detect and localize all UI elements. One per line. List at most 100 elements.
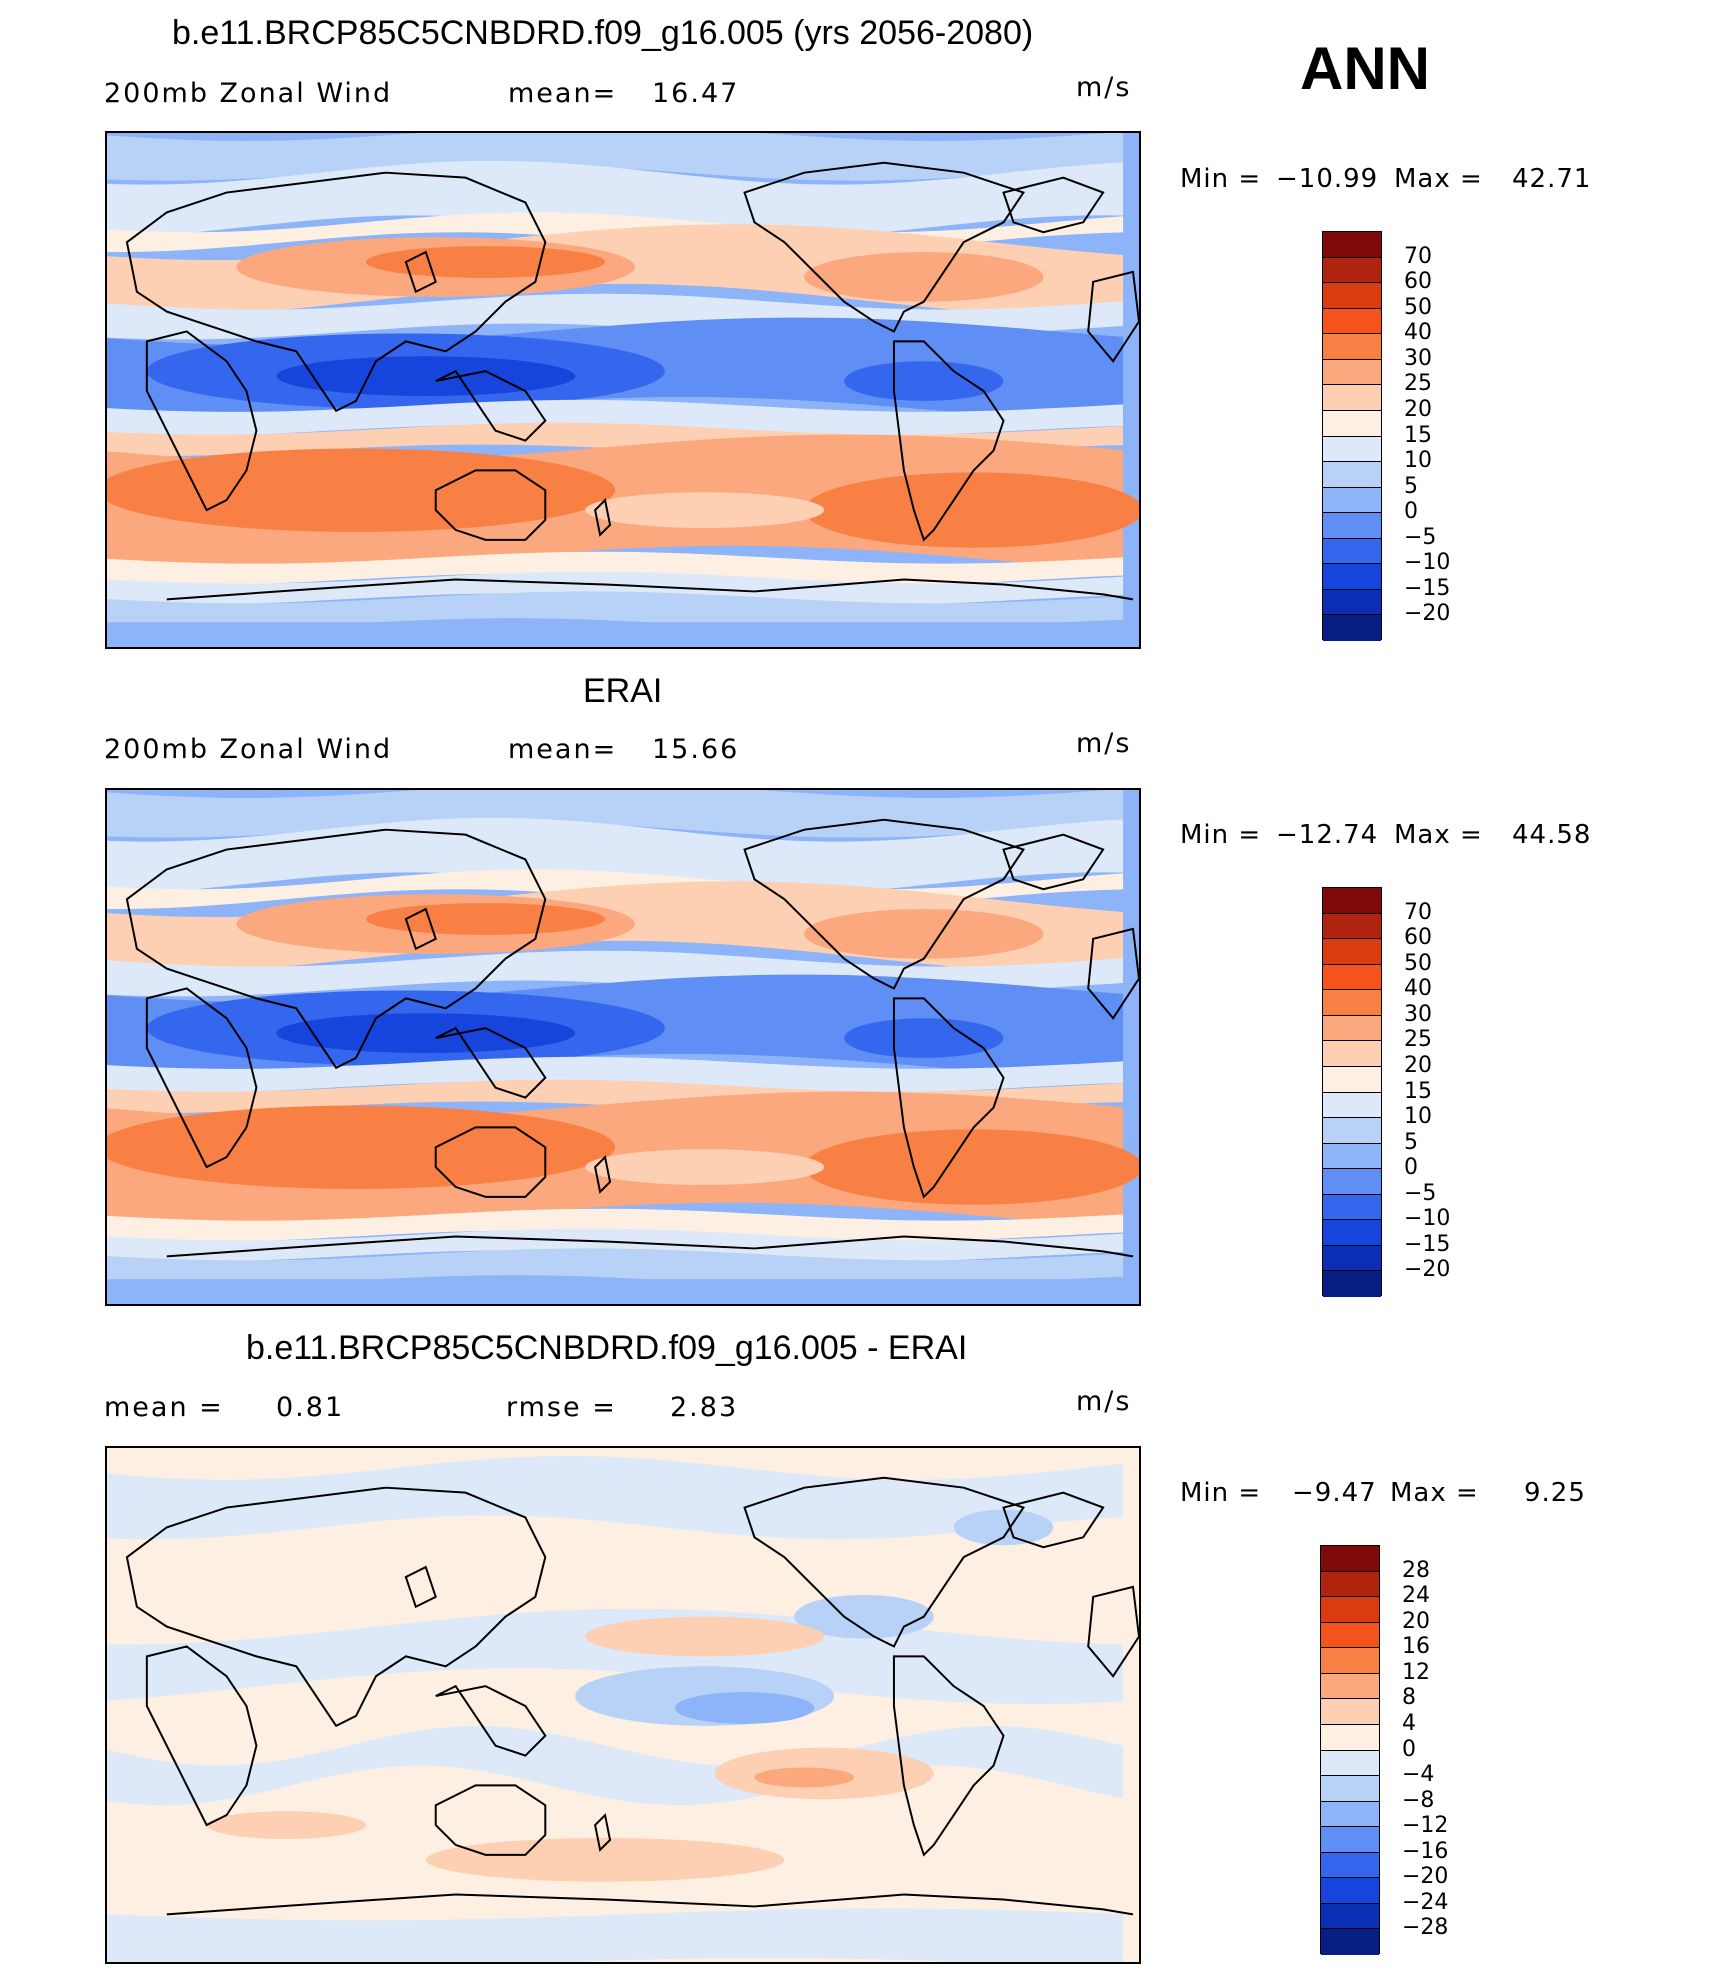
colorbar-level-label: −4	[1402, 1762, 1435, 1788]
colorbar-level-label: 0	[1402, 1736, 1416, 1762]
colorbar-swatch	[1323, 888, 1381, 914]
colorbar-swatch	[1323, 410, 1381, 437]
colorbar-level-label: −20	[1404, 601, 1451, 627]
colorbar-level-label: 70	[1404, 899, 1432, 925]
season-label: ANN	[1300, 35, 1430, 102]
colorbar-swatch	[1323, 964, 1381, 991]
colorbar-swatch	[1321, 1597, 1379, 1623]
colorbar-swatch	[1321, 1878, 1379, 1904]
colorbar-level-label: 24	[1402, 1583, 1430, 1609]
colorbar-swatch	[1323, 1041, 1381, 1067]
panel3-rmse-value: 2.83	[670, 1392, 739, 1423]
colorbar-swatch	[1323, 1143, 1381, 1170]
colorbar-level-label: 40	[1404, 320, 1432, 346]
panel3-colorbar	[1320, 1545, 1380, 1955]
colorbar-swatch	[1323, 990, 1381, 1016]
panel2-colorbar	[1322, 887, 1382, 1297]
colorbar-level-label: 20	[1402, 1608, 1430, 1634]
panel2-units: m/s	[1076, 728, 1132, 759]
colorbar-swatch	[1323, 257, 1381, 284]
colorbar-swatch	[1321, 1648, 1379, 1674]
colorbar-swatch	[1323, 564, 1381, 590]
panel2-mean-value: 15.66	[652, 734, 740, 765]
colorbar-swatch	[1321, 1622, 1379, 1649]
coastline	[125, 818, 1139, 1258]
colorbar-level-label: 50	[1404, 294, 1432, 320]
panel3-max-value: 9.25	[1524, 1478, 1586, 1508]
panel1-max-value: 42.71	[1512, 164, 1592, 194]
panel1-mean-value: 16.47	[652, 78, 740, 109]
colorbar-swatch	[1323, 283, 1381, 309]
colorbar-swatch	[1323, 436, 1381, 463]
colorbar-swatch	[1321, 1673, 1379, 1700]
colorbar-level-label: 0	[1404, 499, 1418, 525]
panel2-mean-key: mean=	[508, 734, 618, 765]
colorbar-level-label: 10	[1404, 448, 1432, 474]
contour-fill	[107, 133, 1139, 647]
panel1-map	[105, 131, 1141, 649]
colorbar-swatch	[1323, 1245, 1381, 1272]
colorbar-level-label: 60	[1404, 925, 1432, 951]
colorbar-swatch	[1323, 487, 1381, 514]
colorbar-swatch	[1321, 1801, 1379, 1828]
colorbar-level-label: 60	[1404, 269, 1432, 295]
colorbar-level-label: −5	[1404, 524, 1437, 550]
panel2-field-label: 200mb Zonal Wind	[104, 734, 393, 765]
colorbar-level-label: 15	[1404, 1078, 1432, 1104]
colorbar-level-label: −10	[1404, 1206, 1451, 1232]
colorbar-level-label: −24	[1402, 1889, 1449, 1915]
colorbar-swatch	[1323, 913, 1381, 940]
colorbar-level-label: 20	[1404, 396, 1432, 422]
colorbar-swatch	[1321, 1776, 1379, 1802]
colorbar-swatch	[1323, 1194, 1381, 1221]
colorbar-swatch	[1323, 1271, 1381, 1297]
colorbar-level-label: 40	[1404, 976, 1432, 1002]
colorbar-swatch	[1321, 1903, 1379, 1930]
panel1-colorbar	[1322, 231, 1382, 641]
colorbar-level-label: −5	[1404, 1180, 1437, 1206]
colorbar-swatch	[1321, 1929, 1379, 1955]
panel1-min-label: Min =	[1180, 164, 1262, 194]
colorbar-level-label: 70	[1404, 243, 1432, 269]
panel3-units: m/s	[1076, 1386, 1132, 1417]
contour-fill	[107, 790, 1139, 1304]
colorbar-swatch	[1323, 1169, 1381, 1195]
panel3-min-label: Min =	[1180, 1478, 1262, 1508]
panel2-min-label: Min =	[1180, 820, 1262, 850]
colorbar-swatch	[1323, 1092, 1381, 1119]
panel3-min-value: −9.47	[1292, 1478, 1377, 1508]
colorbar-swatch	[1321, 1571, 1379, 1598]
colorbar-level-label: 0	[1404, 1155, 1418, 1181]
panel2-title: ERAI	[583, 672, 663, 710]
colorbar-level-label: 30	[1404, 1001, 1432, 1027]
colorbar-swatch	[1323, 1118, 1381, 1144]
colorbar-swatch	[1321, 1852, 1379, 1879]
colorbar-level-label: 15	[1404, 422, 1432, 448]
colorbar-level-label: 25	[1404, 371, 1432, 397]
colorbar-swatch	[1323, 232, 1381, 258]
colorbar-swatch	[1323, 308, 1381, 335]
colorbar-level-label: −20	[1404, 1257, 1451, 1283]
colorbar-level-label: −15	[1404, 575, 1451, 601]
panel1-max-label: Max =	[1394, 164, 1483, 194]
panel1-title: b.e11.BRCP85C5CNBDRD.f09_g16.005 (yrs 20…	[172, 14, 1034, 52]
panel2-max-value: 44.58	[1512, 820, 1592, 850]
colorbar-level-label: 16	[1402, 1634, 1430, 1660]
colorbar-swatch	[1323, 513, 1381, 539]
colorbar-level-label: −8	[1402, 1787, 1435, 1813]
panel2-map	[105, 788, 1141, 1306]
colorbar-swatch	[1323, 1015, 1381, 1042]
colorbar-level-label: 5	[1404, 1129, 1418, 1155]
colorbar-swatch	[1321, 1546, 1379, 1572]
panel3-map	[105, 1446, 1141, 1964]
colorbar-level-label: 8	[1402, 1685, 1416, 1711]
colorbar-level-label: −16	[1402, 1838, 1449, 1864]
panel3-title: b.e11.BRCP85C5CNBDRD.f09_g16.005 - ERAI	[246, 1329, 968, 1367]
colorbar-level-label: 28	[1402, 1557, 1430, 1583]
panel1-units: m/s	[1076, 72, 1132, 103]
colorbar-level-label: 50	[1404, 950, 1432, 976]
colorbar-level-label: −12	[1402, 1813, 1449, 1839]
panel3-mean-key: mean =	[104, 1392, 224, 1423]
panel1-field-label: 200mb Zonal Wind	[104, 78, 393, 109]
panel1-mean-key: mean=	[508, 78, 618, 109]
